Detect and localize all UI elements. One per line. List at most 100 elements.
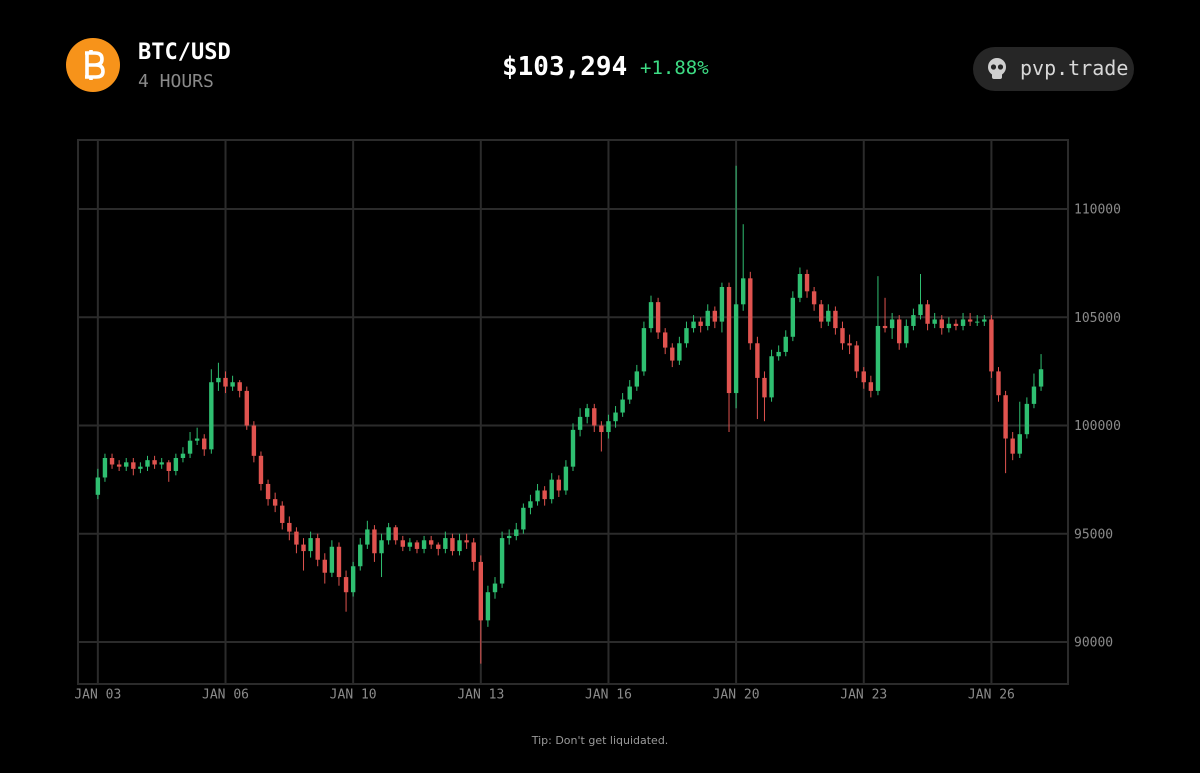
candle-body — [258, 455, 264, 484]
candle-body — [833, 310, 838, 329]
candle-body — [485, 592, 491, 621]
candle-body — [194, 438, 200, 441]
skull-icon — [988, 58, 1006, 79]
candle-body — [414, 542, 420, 549]
pair-name: BTC/USD — [138, 40, 231, 65]
chart: 90000 95000 100000 105000 110000 JAN 03 JAN 06… — [74, 139, 1121, 703]
candle-body — [577, 416, 583, 430]
candle-body — [655, 302, 661, 333]
brand-name[interactable]: pvp.trade — [1020, 56, 1129, 80]
candle-body — [159, 462, 164, 465]
candle-body — [634, 371, 640, 387]
candle-body — [315, 538, 320, 560]
candle-body — [358, 544, 363, 567]
candle-body — [372, 529, 377, 554]
candle-body — [152, 460, 157, 465]
candle-body — [95, 477, 101, 495]
candle-body — [109, 458, 115, 465]
candle-body — [854, 345, 859, 372]
candle-body — [975, 321, 980, 323]
y-tick-label: 100000 — [1074, 419, 1121, 434]
candle-body — [478, 561, 484, 621]
candle-body — [145, 460, 150, 467]
candle-body — [698, 321, 703, 326]
candle-body — [187, 440, 193, 454]
candle-body — [379, 540, 384, 554]
candle-body — [932, 319, 937, 324]
candle-body — [670, 347, 675, 361]
candle-body — [265, 483, 271, 500]
candle-body — [407, 542, 413, 547]
candle-body — [648, 302, 654, 329]
candle-body — [336, 546, 342, 578]
candle-body — [719, 286, 725, 322]
candle-body — [400, 540, 405, 547]
candle-body — [343, 577, 349, 593]
x-tick-label: JAN 23 — [840, 688, 887, 703]
candle-body — [705, 310, 710, 326]
candle-body — [329, 546, 335, 573]
x-tick-label: JAN 06 — [202, 688, 249, 703]
candle-body — [939, 319, 944, 329]
candle-body — [535, 490, 540, 502]
x-tick-label: JAN 03 — [74, 688, 121, 703]
candle-body — [748, 278, 753, 344]
candle-body — [173, 458, 179, 471]
candle-body — [882, 325, 888, 329]
price-change: +1.88% — [640, 57, 709, 79]
tip: Tip: Don't get liquidated. — [531, 734, 669, 747]
candle-body — [386, 527, 391, 541]
candle-body — [492, 583, 498, 593]
candle-body — [783, 336, 788, 352]
candle-body — [868, 382, 874, 391]
candle-body — [641, 328, 647, 372]
candle-body — [471, 542, 476, 562]
candle-body — [819, 304, 824, 322]
candle-body — [762, 377, 767, 398]
y-tick-label: 95000 — [1074, 527, 1113, 542]
y-tick-label: 105000 — [1074, 311, 1121, 326]
candle-body — [982, 319, 987, 322]
candle-body — [216, 377, 221, 383]
candle-body — [272, 499, 278, 506]
x-tick-label: JAN 10 — [330, 688, 377, 703]
candle-body — [1031, 386, 1037, 404]
candle-body — [350, 566, 356, 593]
candle-body — [861, 371, 866, 383]
candle-body — [365, 529, 370, 545]
candle-body — [1038, 369, 1044, 387]
candle-body — [308, 538, 313, 552]
candle-body — [1017, 434, 1022, 454]
candle-body — [826, 310, 831, 322]
candle-body — [301, 544, 306, 552]
candle-body — [563, 466, 569, 491]
candle-body — [209, 382, 214, 450]
y-tick-label: 90000 — [1074, 636, 1113, 651]
candle-body — [549, 479, 554, 500]
candle-body — [613, 412, 618, 422]
candle-body — [599, 425, 604, 433]
candle-body — [592, 408, 597, 426]
candle-body — [911, 315, 916, 326]
candle-body — [620, 399, 625, 413]
candle-body — [726, 286, 732, 394]
candle-body — [769, 356, 774, 398]
candle-body — [506, 535, 512, 539]
timeframe: 4 HOURS — [138, 71, 214, 92]
candle-body — [436, 544, 441, 549]
plot-frame — [77, 139, 1069, 685]
candle-body — [1010, 438, 1015, 454]
candle-body — [180, 453, 186, 459]
candle-body — [230, 382, 235, 387]
candle-body — [1003, 395, 1008, 439]
candle-body — [584, 408, 590, 417]
candle-body — [124, 462, 129, 467]
candle-body — [322, 559, 327, 573]
x-tick-label: JAN 26 — [968, 688, 1015, 703]
candle-body — [804, 273, 810, 292]
candle-body — [712, 310, 718, 322]
x-tick-label: JAN 20 — [713, 688, 760, 703]
candle-body — [521, 507, 526, 530]
candle-body — [244, 390, 249, 426]
